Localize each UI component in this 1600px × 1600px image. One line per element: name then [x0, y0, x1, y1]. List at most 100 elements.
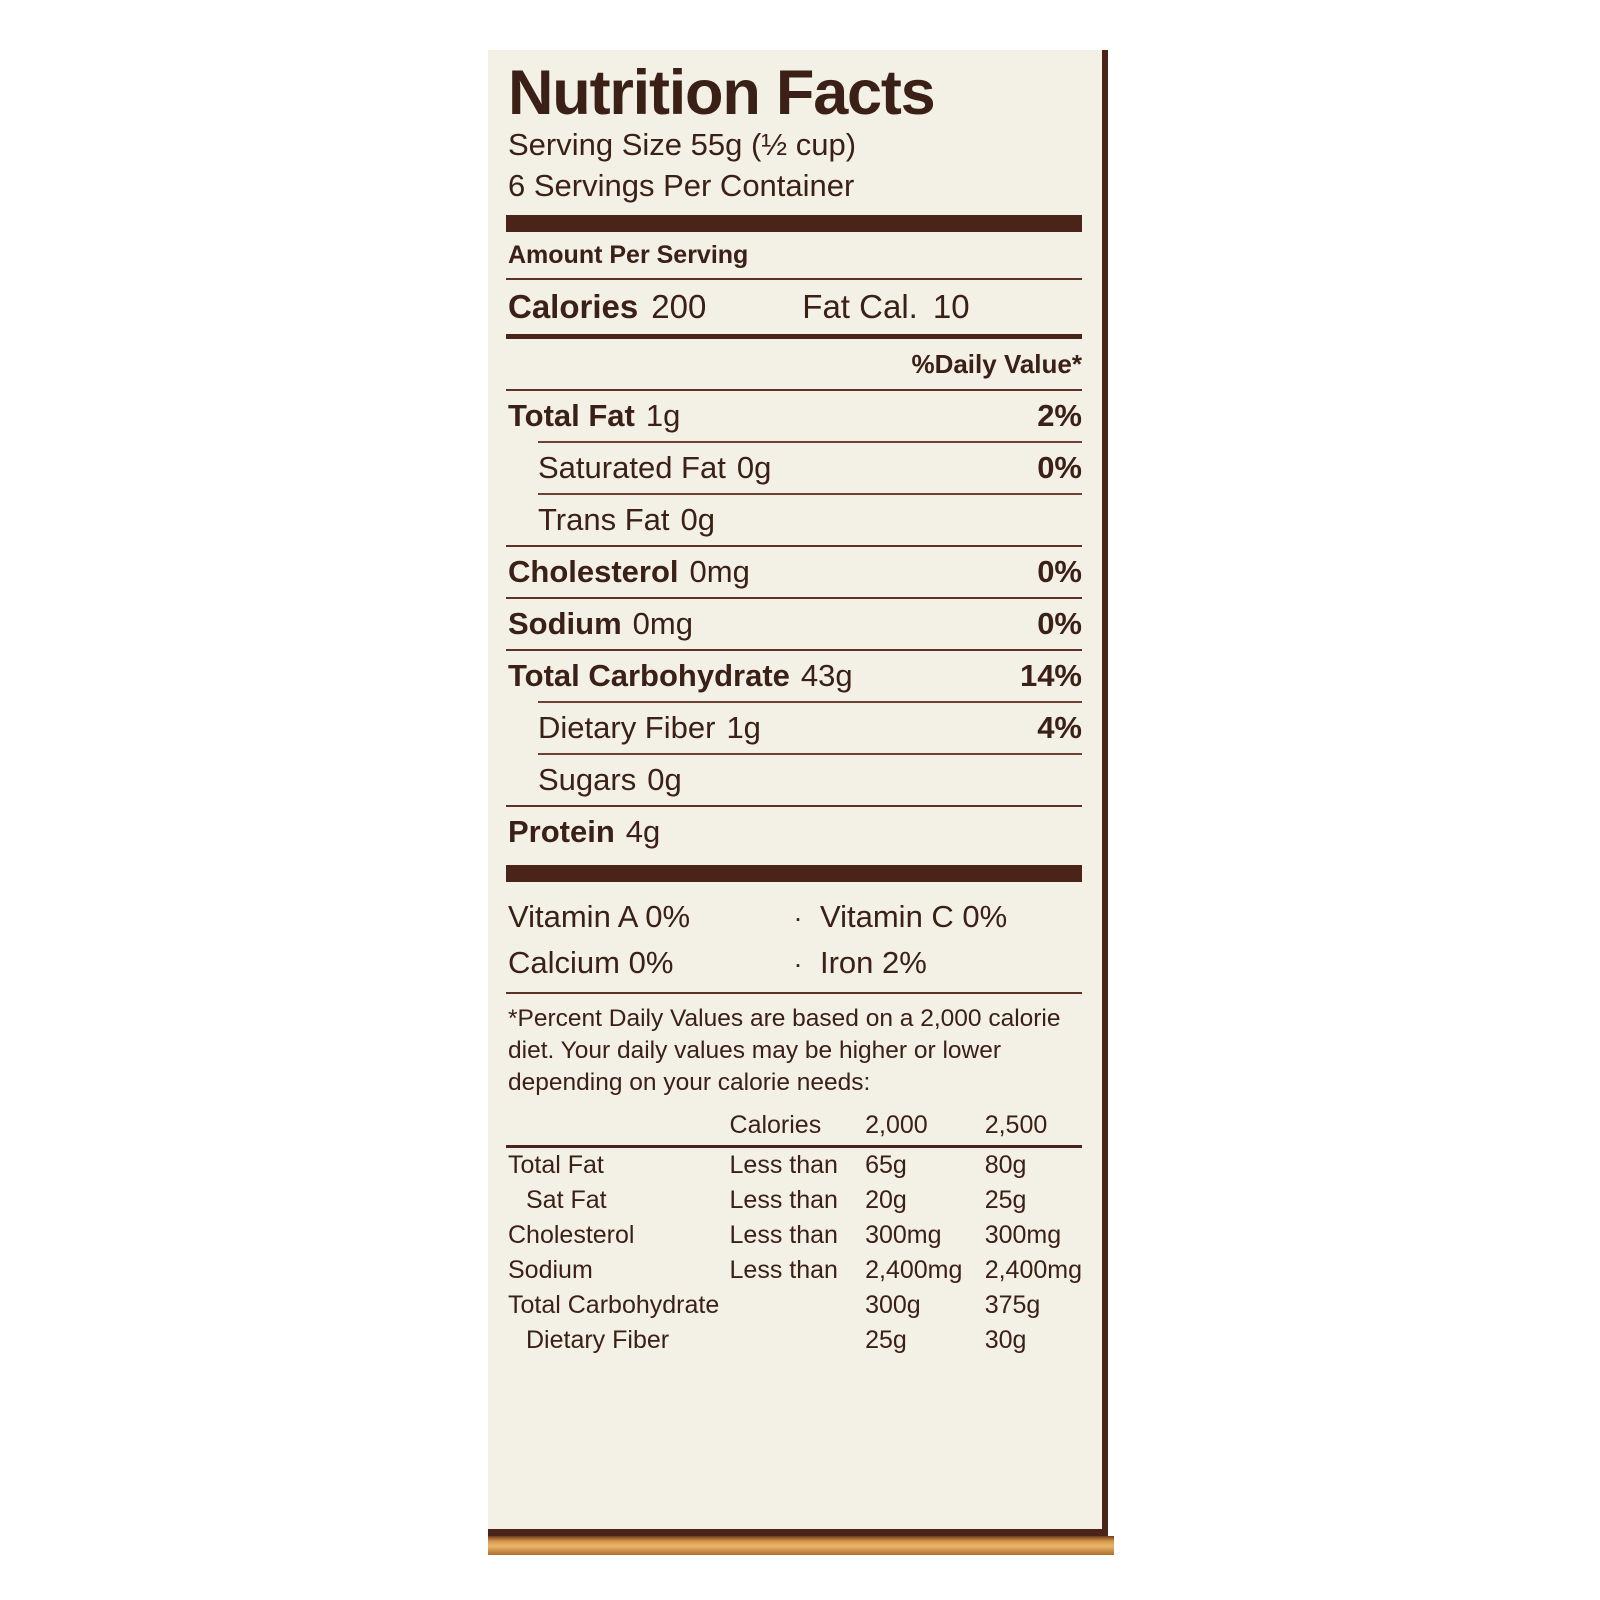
divider-thick-top: [506, 214, 1082, 232]
reference-value-2500: 25g: [984, 1186, 1027, 1215]
divider-row: [538, 440, 1082, 443]
reference-name: Cholesterol: [508, 1221, 635, 1250]
divider-above-total-fat: [506, 388, 1082, 391]
vitamin-row: Vitamin A 0% · Vitamin C 0%: [508, 894, 1082, 940]
reference-qualifier: Less than: [729, 1221, 838, 1250]
divider-row: [506, 544, 1082, 547]
nutrient-daily-value: 2%: [1037, 397, 1082, 433]
bullet-separator-icon: ·: [793, 948, 803, 979]
table-row: Cholesterol Less than 300mg 300mg: [506, 1218, 1082, 1253]
reference-qualifier: Less than: [729, 1186, 838, 1215]
divider-row: [538, 492, 1082, 495]
nutrient-daily-value: 0%: [1037, 553, 1082, 589]
daily-value-header: %Daily Value*: [911, 348, 1082, 379]
nutrient-daily-value: 0%: [1037, 605, 1082, 641]
table-header-divider: [506, 1144, 1082, 1148]
nutrient-name: Total Fat: [508, 397, 635, 433]
nutrient-amount: 0g: [736, 449, 772, 485]
fat-calories-label: Fat Cal.: [802, 287, 918, 325]
vitamins-block: Vitamin A 0% · Vitamin C 0% Calcium 0% ·…: [506, 882, 1082, 992]
nutrient-amount: 43g: [800, 657, 853, 693]
reference-qualifier: [730, 1288, 866, 1323]
nutrient-amount: 1g: [726, 709, 761, 745]
reference-value-2500: 375g: [984, 1291, 1041, 1320]
package-edge-strip: [488, 1536, 1114, 1555]
nutrient-row-total-fat: Total Fat 1g 2%: [506, 391, 1082, 441]
reference-value-2000: 2,400mg: [865, 1256, 963, 1285]
servings-per-container-text: 6 Servings Per Container: [508, 167, 855, 203]
serving-size-text: Serving Size 55g (½ cup): [508, 127, 857, 162]
vitamin-c-value: Vitamin C 0%: [820, 898, 1008, 934]
amount-per-serving-label: Amount Per Serving: [508, 240, 749, 269]
table-row: Dietary Fiber 25g 30g: [506, 1323, 1082, 1358]
divider-row: [506, 596, 1082, 599]
reference-qualifier: Less than: [729, 1151, 838, 1180]
nutrient-name: Protein: [508, 813, 615, 849]
divider-above-calories: [506, 277, 1082, 280]
nutrient-row-sodium: Sodium 0mg 0%: [506, 599, 1082, 649]
divider-row: [538, 752, 1082, 755]
divider-row: [506, 804, 1082, 807]
nutrient-amount: 4g: [625, 813, 661, 849]
reference-qualifier: [730, 1323, 866, 1358]
divider-thick-bottom: [506, 864, 1082, 882]
calories-value: 200: [651, 287, 707, 325]
table-row: Total Carbohydrate 300g 375g: [506, 1288, 1082, 1323]
page-title: Nutrition Facts: [508, 58, 936, 128]
calories-label: Calories: [508, 287, 639, 325]
nutrition-facts-panel: Nutrition Facts Serving Size 55g (½ cup)…: [488, 50, 1108, 1536]
daily-values-reference-table: Calories 2,000 2,500 Total Fat Less than…: [506, 1108, 1082, 1358]
reference-value-2500: 30g: [984, 1326, 1027, 1355]
fat-calories-value: 10: [932, 287, 970, 325]
reference-qualifier: Less than: [729, 1256, 838, 1285]
calories-row: Calories 200 Fat Cal. 10: [506, 280, 1082, 334]
nutrient-daily-value: 14%: [1019, 657, 1082, 693]
reference-value-2500: 80g: [984, 1151, 1027, 1180]
vitamin-row: Calcium 0% · Iron 2%: [508, 940, 1082, 986]
nutrient-name: Trans Fat: [538, 501, 670, 537]
bullet-separator-icon: ·: [793, 902, 803, 933]
nutrient-amount: 1g: [645, 397, 681, 433]
table-header-calories: Calories: [729, 1111, 822, 1140]
table-row: Total Fat Less than 65g 80g: [506, 1147, 1082, 1184]
reference-value-2500: 2,400mg: [984, 1256, 1082, 1285]
vitamin-a-value: Vitamin A 0%: [508, 898, 691, 934]
nutrient-daily-value: 4%: [1037, 709, 1082, 745]
reference-value-2000: 65g: [865, 1151, 907, 1180]
reference-name: Total Fat: [508, 1151, 604, 1180]
divider-below-calories: [506, 333, 1082, 339]
table-header-2500: 2,500: [984, 1111, 1048, 1140]
divider-above-footnote: [506, 991, 1082, 994]
table-row: Sat Fat Less than 20g 25g: [506, 1183, 1082, 1218]
iron-value: Iron 2%: [820, 944, 927, 980]
nutrient-name: Total Carbohydrate: [508, 657, 790, 693]
divider-row: [506, 648, 1082, 651]
reference-value-2000: 300mg: [865, 1221, 942, 1250]
table-row: Sodium Less than 2,400mg 2,400mg: [506, 1253, 1082, 1288]
nutrient-row-total-carbohydrate: Total Carbohydrate 43g 14%: [506, 651, 1082, 701]
reference-name: Sodium: [508, 1256, 593, 1285]
calcium-value: Calcium 0%: [508, 944, 674, 980]
reference-value-2500: 300mg: [984, 1221, 1062, 1250]
nutrient-amount: 0g: [647, 761, 682, 797]
reference-value-2000: 20g: [865, 1186, 907, 1215]
reference-value-2000: 25g: [865, 1326, 907, 1355]
nutrient-name: Cholesterol: [508, 553, 679, 589]
nutrient-name: Sugars: [538, 761, 637, 797]
nutrient-row-trans-fat: Trans Fat 0g: [506, 495, 1082, 545]
nutrient-amount: 0mg: [632, 605, 693, 641]
table-header-2000: 2,000: [865, 1111, 928, 1140]
table-header-row: Calories 2,000 2,500: [506, 1108, 1082, 1145]
nutrient-row-dietary-fiber: Dietary Fiber 1g 4%: [506, 703, 1082, 753]
nutrient-amount: 0mg: [689, 553, 750, 589]
divider-row: [538, 700, 1082, 703]
nutrient-row-sugars: Sugars 0g: [506, 755, 1082, 805]
nutrient-row-cholesterol: Cholesterol 0mg 0%: [506, 547, 1082, 597]
nutrient-name: Sodium: [508, 605, 622, 641]
nutrient-row-saturated-fat: Saturated Fat 0g 0%: [506, 443, 1082, 493]
reference-name: Dietary Fiber: [526, 1326, 670, 1355]
daily-value-footnote: *Percent Daily Values are based on a 2,0…: [508, 1004, 1061, 1096]
nutrient-name: Dietary Fiber: [538, 709, 716, 745]
nutrient-daily-value: 0%: [1037, 449, 1082, 485]
